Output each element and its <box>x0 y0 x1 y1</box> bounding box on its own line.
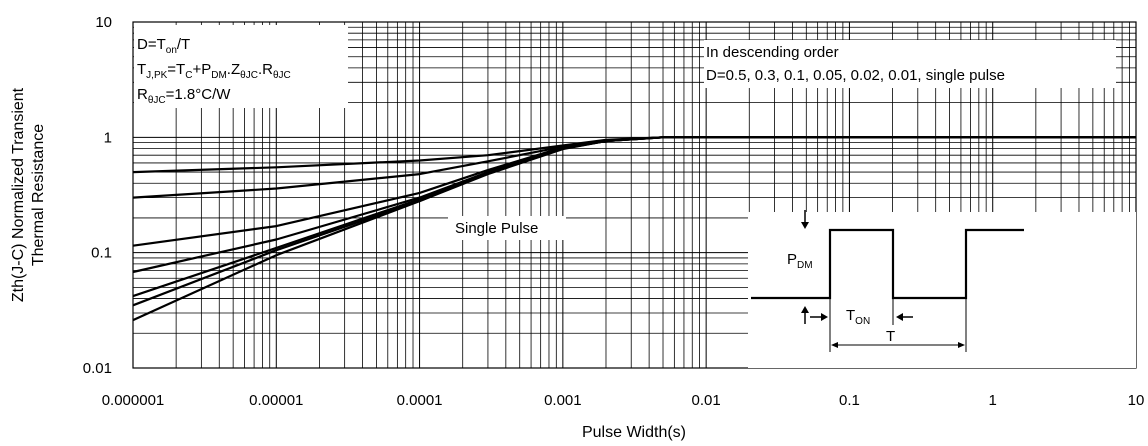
legend-order-title: In descending order <box>706 44 839 61</box>
series-line-7 <box>132 136 1136 322</box>
plot-frame <box>132 21 1137 369</box>
x-tick-label: 0.1 <box>839 392 860 409</box>
x-tick-label: 0.00001 <box>249 392 303 409</box>
x-tick-label: 0.01 <box>692 392 721 409</box>
y-tick-label: 0.1 <box>91 245 112 262</box>
info-box-left <box>134 25 348 108</box>
x-tick-label: 0.0001 <box>397 392 443 409</box>
x-tick-label: 1 <box>989 392 997 409</box>
pdm-arrow-down-icon <box>801 222 809 229</box>
y-axis-label-line2: Thermal Resistance <box>30 124 47 266</box>
info-duty-cycle: D=Ton/T <box>137 36 190 56</box>
ton-label: TON <box>846 307 870 327</box>
y-tick-label: 1 <box>104 129 112 146</box>
ton-arrow-left-icon <box>896 313 903 321</box>
ton-arrow-right-icon <box>821 313 828 321</box>
period-label: T <box>886 328 895 345</box>
tick-labels: 0.000001 0.00001 0.0001 0.001 0.01 0.1 1 10 0.01… <box>83 14 1145 409</box>
info-box-right <box>704 40 1116 88</box>
y-tick-label: 0.01 <box>83 360 112 377</box>
pdm-arrow-up-icon <box>801 306 809 313</box>
period-arrow-left-icon <box>831 342 838 348</box>
y-axis-label-line1: Zth(J-C) Normalized Transient <box>10 87 27 302</box>
single-pulse-label: Single Pulse <box>455 220 538 237</box>
single-pulse-box <box>448 216 566 240</box>
pulse-waveform-inset: PDM TON T <box>751 210 1024 352</box>
x-tick-label: 0.001 <box>544 392 582 409</box>
info-tj-formula: TJ,PK=TC+PDM.ZθJC.RθJC <box>137 61 291 81</box>
x-tick-label: 0.000001 <box>102 392 165 409</box>
series-layer <box>132 136 1136 322</box>
legend-order-list: D=0.5, 0.3, 0.1, 0.05, 0.02, 0.01, singl… <box>706 67 1005 84</box>
pulse-inset-box <box>748 212 1136 368</box>
y-tick-label: 10 <box>95 14 112 31</box>
period-arrow-right-icon <box>958 342 965 348</box>
pulse-waveform <box>751 228 1024 300</box>
x-tick-label: 10 <box>1128 392 1145 409</box>
pdm-label: PDM <box>787 251 813 271</box>
info-rthjc: RθJC=1.8°C/W <box>137 86 231 106</box>
x-axis-label: Pulse Width(s) <box>582 424 686 441</box>
